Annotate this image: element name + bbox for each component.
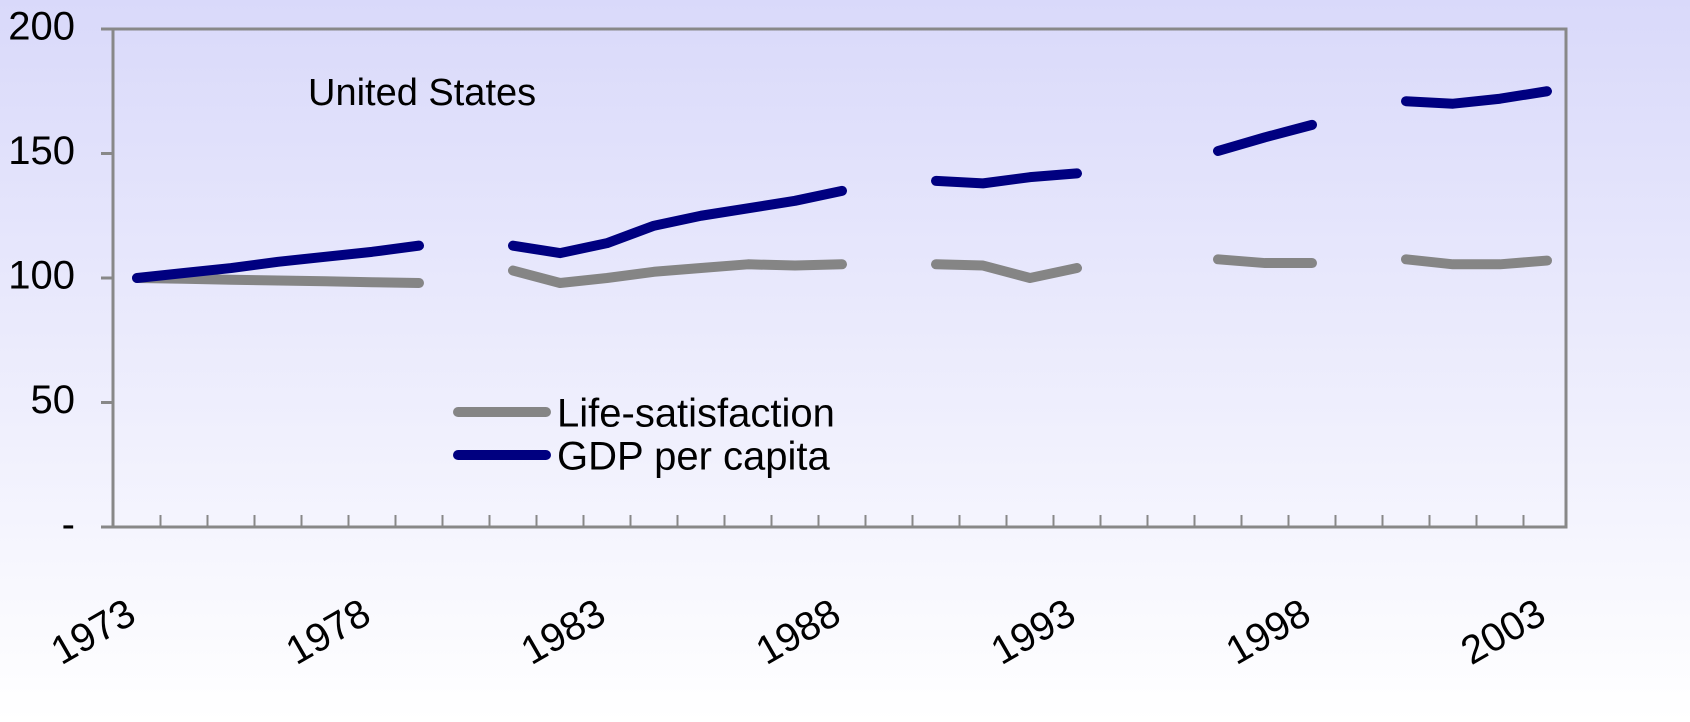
y-tick-label: 200 [8,5,75,49]
y-tick-label: 100 [8,254,75,298]
legend-label: GDP per capita [557,435,830,479]
series-line [132,86,1552,283]
series-line [132,254,1552,288]
y-tick-label: 50 [31,378,76,422]
y-tick-label: 150 [8,129,75,173]
y-tick-label: - [62,503,75,547]
annotation: United States [308,72,536,114]
legend-label: Life-satisfaction [557,392,835,436]
